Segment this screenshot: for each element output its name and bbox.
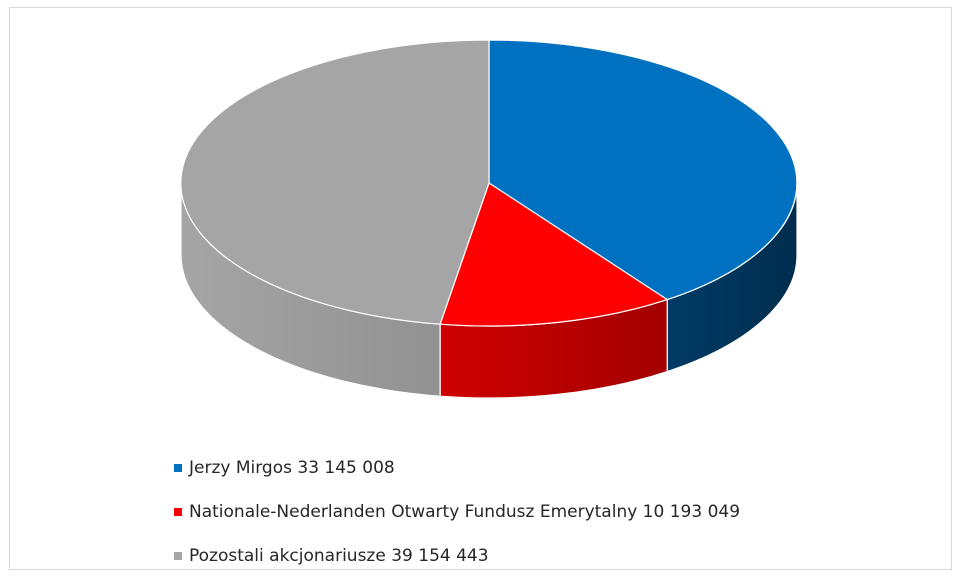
pie-slice-top	[439, 182, 669, 327]
legend-label: Nationale-Nederlanden Otwarty Fundusz Em…	[189, 502, 741, 522]
chart-legend: Jerzy Mirgos 33 145 008 Nationale-Nederl…	[174, 446, 740, 578]
legend-swatch-gray	[174, 552, 182, 560]
legend-label: Pozostali akcjonariusze 39 154 443	[189, 546, 489, 566]
legend-item-jerzy-mirgos: Jerzy Mirgos 33 145 008	[174, 446, 740, 490]
legend-swatch-red	[174, 508, 182, 516]
pie-slice-top	[180, 39, 490, 325]
pie-chart-3d	[180, 39, 798, 399]
pie-slice-top	[488, 39, 798, 301]
legend-label: Jerzy Mirgos 33 145 008	[189, 458, 395, 478]
legend-item-nationale-nederlanden: Nationale-Nederlanden Otwarty Fundusz Em…	[174, 490, 740, 534]
legend-swatch-blue	[174, 464, 182, 472]
legend-item-pozostali: Pozostali akcjonariusze 39 154 443	[174, 534, 740, 578]
